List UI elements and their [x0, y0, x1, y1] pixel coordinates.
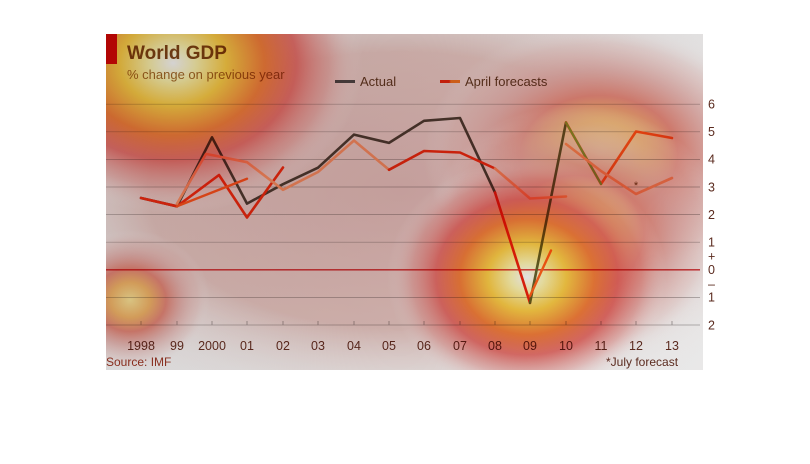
- svg-text:03: 03: [311, 339, 325, 353]
- svg-text:6: 6: [708, 98, 715, 112]
- svg-text:–: –: [708, 278, 715, 292]
- svg-text:*: *: [634, 180, 639, 192]
- svg-text:2: 2: [708, 318, 715, 332]
- svg-text:2000: 2000: [198, 339, 226, 353]
- svg-text:09: 09: [523, 339, 537, 353]
- svg-text:+: +: [708, 250, 715, 264]
- svg-text:07: 07: [453, 339, 467, 353]
- svg-text:4: 4: [708, 153, 715, 167]
- svg-text:01: 01: [240, 339, 254, 353]
- svg-text:1: 1: [708, 236, 715, 250]
- svg-text:1: 1: [708, 291, 715, 305]
- svg-text:13: 13: [665, 339, 679, 353]
- svg-text:2: 2: [708, 208, 715, 222]
- svg-text:1998: 1998: [127, 339, 155, 353]
- svg-text:04: 04: [347, 339, 361, 353]
- svg-text:02: 02: [276, 339, 290, 353]
- svg-text:08: 08: [488, 339, 502, 353]
- svg-text:10: 10: [559, 339, 573, 353]
- svg-text:5: 5: [708, 125, 715, 139]
- svg-text:0: 0: [708, 263, 715, 277]
- svg-text:99: 99: [170, 339, 184, 353]
- svg-text:12: 12: [629, 339, 643, 353]
- svg-text:05: 05: [382, 339, 396, 353]
- svg-text:06: 06: [417, 339, 431, 353]
- svg-text:11: 11: [595, 339, 608, 353]
- svg-text:3: 3: [708, 180, 715, 194]
